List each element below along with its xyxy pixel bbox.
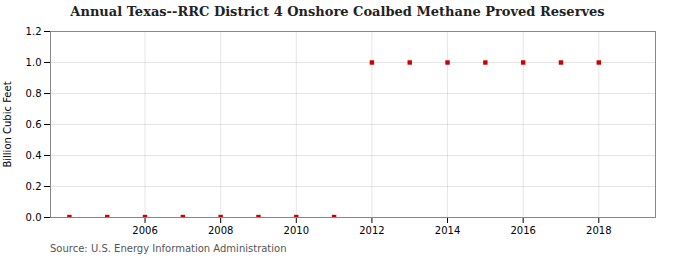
- svg-text:0.8: 0.8: [26, 88, 42, 99]
- html-text:Annual Texas--RRC District 4 O: Annual Texas--RRC District 4 Onshore Coa…: [70, 4, 605, 19]
- svg-text:2012: 2012: [359, 225, 384, 236]
- svg-text:2010: 2010: [284, 225, 309, 236]
- svg-text:2006: 2006: [132, 225, 157, 236]
- svg-text:2018: 2018: [586, 225, 611, 236]
- svg-text:2008: 2008: [208, 225, 233, 236]
- svg-text:1.0: 1.0: [26, 57, 42, 68]
- svg-text:0.6: 0.6: [26, 119, 42, 130]
- svg-text:0.4: 0.4: [26, 150, 42, 161]
- svg-text:2014: 2014: [435, 225, 460, 236]
- svg-text:Billion Cubic Feet: Billion Cubic Feet: [2, 81, 13, 167]
- svg-text:0.0: 0.0: [26, 212, 42, 223]
- svg-text:2016: 2016: [510, 225, 535, 236]
- html-text:Source: U.S. Energy Informatio: Source: U.S. Energy Information Administ…: [50, 243, 287, 254]
- svg-text:0.2: 0.2: [26, 181, 42, 192]
- svg-text:1.2: 1.2: [26, 26, 42, 37]
